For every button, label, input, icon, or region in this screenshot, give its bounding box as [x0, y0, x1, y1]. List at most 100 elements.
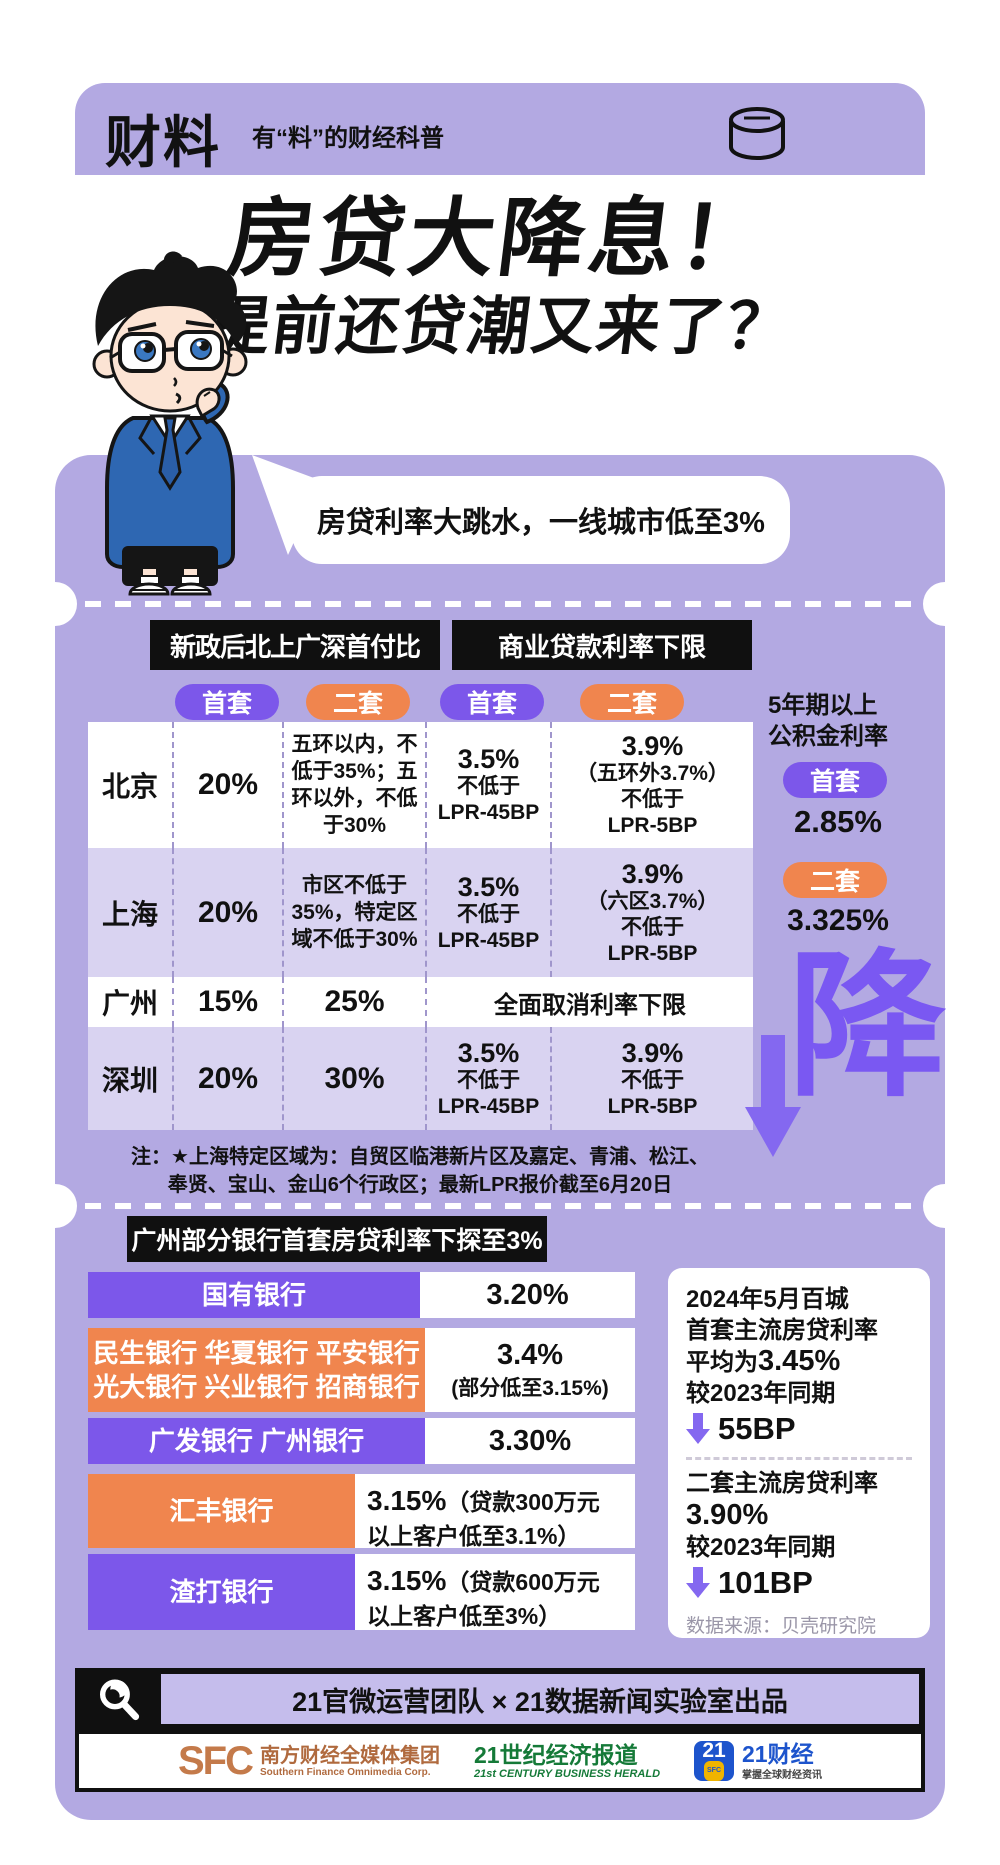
- stats-value: 3.90%: [686, 1499, 769, 1531]
- 21-badge-sub: SFC: [704, 1761, 725, 1781]
- table-cell-dp-first: 20%: [172, 1027, 282, 1130]
- pill-first-home: 首套: [175, 684, 279, 720]
- rate-value: 3.9%: [621, 731, 684, 761]
- table-cell-dp-first: 20%: [172, 722, 282, 848]
- rate-sub: （六区3.7%） 不低于 LPR-5BP: [586, 889, 719, 965]
- bank-rate-value: 3.15%: [367, 1485, 447, 1516]
- stats-line: 2024年5月百城: [686, 1286, 849, 1313]
- brand-logo: 财料: [105, 111, 221, 174]
- 21caijing-names: 21财经 掌握全球财经资讯: [742, 1742, 822, 1781]
- table-header-commercial-rate: 商业贷款利率下限: [452, 620, 752, 670]
- stats-average: 平均为3.45%: [686, 1346, 912, 1378]
- herald-name-cn: 21世纪经济报道: [473, 1741, 638, 1768]
- stats-bp-value: 55BP: [718, 1411, 796, 1446]
- table-cell-dp-second: 五环以内，不 低于35%；五 环以外，不低 于30%: [282, 722, 425, 848]
- bank-row-rate: 3.30%: [425, 1418, 635, 1464]
- perforation-line-middle: [55, 1203, 945, 1209]
- bank-section-header: 广州部分银行首套房贷利率下探至3%: [127, 1216, 547, 1262]
- stats-compare: 较2023年同期: [686, 1380, 836, 1407]
- table-cell-dp-first: 15%: [172, 977, 282, 1027]
- 21caijing-name: 21财经: [742, 1740, 814, 1767]
- table-cell-city: 北京: [88, 722, 172, 848]
- table-cell-city: 广州: [88, 977, 172, 1027]
- bank-row-name: 汇丰银行: [88, 1474, 355, 1548]
- bank-rate-sub: （贷款300万元 以上客户低至3.1%）: [367, 1489, 600, 1549]
- rate-sub: 不低于 LPR-45BP: [437, 775, 540, 824]
- sfc-name-en: Southern Finance Omnimedia Corp.: [259, 1766, 431, 1778]
- bank-rate-sub: (部分低至3.15%): [451, 1376, 609, 1400]
- magnifier-icon: [99, 1679, 140, 1721]
- mascot-character-illustration: [92, 251, 248, 596]
- bank-row-name: 民生银行 华夏银行 平安银行 光大银行 兴业银行 招商银行: [88, 1328, 425, 1412]
- rate-value: 3.5%: [457, 1037, 520, 1068]
- sfc-name-cn: 南方财经全媒体集团: [259, 1744, 440, 1767]
- rate-sub: （五环外3.7%） 不低于 LPR-5BP: [576, 762, 729, 837]
- coin-stack-icon: [729, 107, 785, 160]
- stats-line: 首套主流房贷利率: [686, 1317, 878, 1344]
- rate-value: 3.9%: [621, 858, 684, 889]
- bank-rate-value: 3.15%: [367, 1565, 447, 1596]
- table-cell-city: 深圳: [88, 1027, 172, 1130]
- bank-row-name: 广发银行 广州银行: [88, 1418, 425, 1464]
- stats-line: 二套主流房贷利率: [686, 1470, 878, 1497]
- stats-divider: [686, 1457, 912, 1460]
- 21-badge: 21 SFC: [694, 1739, 735, 1781]
- bank-row-rate: 3.20%: [420, 1272, 635, 1318]
- speech-bubble: 房贷利率大跳水，一线城市低至3%: [292, 476, 790, 564]
- sfc-abbr: SFC: [177, 1738, 254, 1783]
- table-cell-rate-first: 3.5% 不低于 LPR-45BP: [425, 722, 550, 848]
- pill-second-home: 二套: [306, 684, 410, 720]
- pill-first-home: 首套: [440, 684, 544, 720]
- table-cell-dp-second: 市区不低于 35%，特定区 域不低于30%: [282, 848, 425, 977]
- table-footnote: 注：★上海特定区域为：自贸区临港新片区及嘉定、青浦、松江、 奉贤、宝山、金山6个…: [131, 1146, 709, 1196]
- credit-text: 21官微运营团队 × 21数据新闻实验室出品: [161, 1674, 919, 1724]
- perforation-line-top: [55, 601, 945, 607]
- down-arrow-icon: [686, 1413, 710, 1444]
- table-cell-rate-merged: 全面取消利率下限: [425, 977, 753, 1027]
- 21caijing-tagline: 掌握全球财经资讯: [742, 1769, 823, 1781]
- table-cell-dp-second: 30%: [282, 1027, 425, 1130]
- perforation-notch-right: [923, 1184, 967, 1228]
- bank-row-name: 国有银行: [88, 1272, 420, 1318]
- fund-rate-second-value: 3.325%: [787, 904, 889, 937]
- credit-bar: 21官微运营团队 × 21数据新闻实验室出品: [75, 1668, 925, 1730]
- footer-logos: SFC 南方财经全媒体集团 Southern Finance Omnimedia…: [75, 1730, 925, 1792]
- fund-rate-title: 5年期以上 公积金利率: [768, 692, 888, 750]
- sfc-names: 南方财经全媒体集团 Southern Finance Omnimedia Cor…: [260, 1745, 440, 1778]
- pill-second-home: 二套: [580, 684, 684, 720]
- table-cell-rate-second: 3.9% （六区3.7%） 不低于 LPR-5BP: [550, 848, 753, 977]
- herald-names: 21世纪经济报道 21st CENTURY BUSINESS HERALD: [473, 1741, 660, 1780]
- bank-rate-value: 3.4%: [496, 1338, 564, 1371]
- perforation-notch-left: [33, 1184, 77, 1228]
- market-stats-panel: 2024年5月百城 首套主流房贷利率 平均为3.45% 较2023年同期 55B…: [668, 1268, 930, 1638]
- 21-badge-number: 21: [702, 1739, 726, 1762]
- rate-sub: 不低于 LPR-5BP: [607, 1068, 698, 1118]
- stats-prefix: 平均为: [686, 1349, 758, 1376]
- sfc-logo: SFC 南方财经全媒体集团 Southern Finance Omnimedia…: [178, 1739, 440, 1784]
- bank-row-rate: 3.4% (部分低至3.15%): [425, 1328, 635, 1412]
- down-arrow-icon: [745, 1035, 801, 1157]
- perforation-notch-left: [33, 582, 77, 626]
- drop-character: 降: [788, 939, 946, 1115]
- table-cell-rate-first: 3.5% 不低于 LPR-45BP: [425, 1027, 550, 1130]
- herald-logo: 21世纪经济报道 21st CENTURY BUSINESS HERALD: [473, 1741, 660, 1780]
- table-cell-dp-first: 20%: [172, 848, 282, 977]
- bank-row-rate: 3.15%（贷款300万元 以上客户低至3.1%）: [355, 1474, 635, 1549]
- stats-bp-value: 101BP: [718, 1565, 813, 1600]
- stats-bp-row: 101BP: [686, 1565, 912, 1601]
- bank-row-rate: 3.15%（贷款600万元 以上客户低至3%）: [355, 1554, 635, 1630]
- table-cell-rate-second: 3.9% 不低于 LPR-5BP: [550, 1027, 753, 1130]
- bank-row-name: 渣打银行: [88, 1554, 355, 1630]
- perforation-notch-right: [923, 582, 967, 626]
- pill-first-home: 首套: [783, 762, 887, 798]
- brand-tagline: 有“料”的财经科普: [252, 125, 444, 152]
- table-cell-rate-second: 3.9% （五环外3.7%） 不低于 LPR-5BP: [550, 722, 753, 848]
- pill-second-home: 二套: [783, 862, 887, 898]
- bank-rate-sub: （贷款600万元 以上客户低至3%）: [367, 1569, 600, 1629]
- stats-value: 3.45%: [758, 1345, 841, 1377]
- table-cell-dp-second: 25%: [282, 977, 425, 1027]
- rate-sub: 不低于 LPR-45BP: [437, 1068, 540, 1118]
- rate-value: 3.5%: [457, 744, 520, 774]
- magnifier-icon-box: [75, 1668, 161, 1730]
